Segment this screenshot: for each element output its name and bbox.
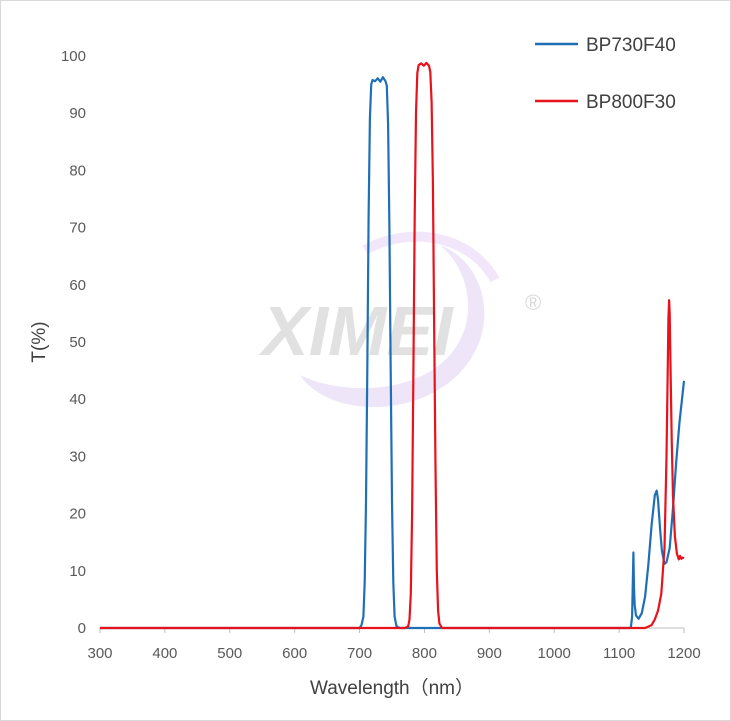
y-axis-title: T(%): [29, 321, 50, 362]
watermark-registered-mark: ®: [525, 290, 541, 315]
watermark-logo: XIMEI ®: [258, 231, 541, 408]
y-tick-label: 60: [69, 277, 86, 294]
x-tick-label: 1200: [667, 645, 700, 662]
x-tick-label: 800: [412, 645, 437, 662]
watermark-text: XIMEI: [258, 292, 454, 370]
x-tick-label: 900: [477, 645, 502, 662]
x-tick-label: 500: [217, 645, 242, 662]
watermark-swoosh-arc: [362, 231, 500, 283]
series-line-bp800f30: [100, 61, 685, 630]
legend-label-bp800f30: BP800F30: [586, 92, 676, 113]
x-tick-label: 600: [282, 645, 307, 662]
x-tick-label: 1000: [538, 645, 571, 662]
y-tick-label: 100: [61, 48, 86, 65]
x-tick-label: 300: [87, 645, 112, 662]
watermark-swoosh: [300, 245, 485, 408]
legend-label-bp730f40: BP730F40: [586, 35, 676, 56]
y-tick-labels: 0 10 20 30 40 50 60 70 80 90 100: [61, 48, 86, 637]
series-lines: [100, 61, 686, 630]
y-tick-label: 50: [69, 334, 86, 351]
x-axis-title: Wavelength（nm）: [310, 677, 474, 699]
y-tick-label: 90: [69, 105, 86, 122]
y-tick-label: 0: [78, 620, 86, 637]
x-tick-labels: 300 400 500 600 700 800 900 1000 1100 1200: [87, 628, 701, 662]
y-tick-label: 10: [69, 563, 86, 580]
legend: BP730F40 BP800F30: [535, 35, 676, 113]
y-tick-label: 80: [69, 162, 86, 179]
x-tick-label: 400: [152, 645, 177, 662]
x-tick-label: 700: [347, 645, 372, 662]
y-tick-label: 70: [69, 220, 86, 237]
y-tick-label: 20: [69, 506, 86, 523]
x-tick-label: 1100: [603, 645, 635, 662]
y-tick-label: 40: [69, 391, 86, 408]
y-tick-label: 30: [69, 448, 86, 465]
